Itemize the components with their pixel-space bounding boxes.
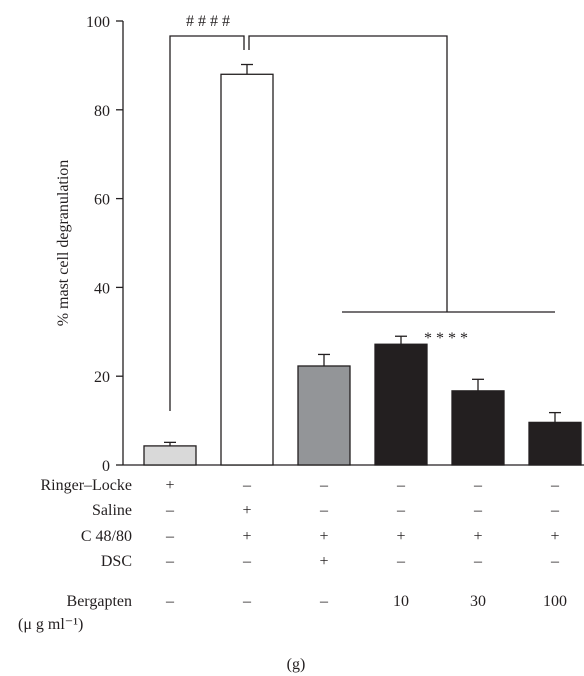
significance-hash-annotation: # # # # [186,13,230,30]
significance-star-annotation: * * * * [424,330,468,347]
error-bars [164,63,561,446]
axes: 0 20 40 60 80 100 [86,14,584,475]
treatment-cell: – [396,502,406,519]
treatment-cell: – [550,553,560,570]
treatment-cell: – [165,528,175,545]
treatment-cell: – [165,593,175,610]
bars [143,73,582,466]
treatment-cell: 10 [393,593,409,610]
treatment-cell: + [242,528,251,545]
treatment-cell: + [550,528,559,545]
treatment-cell: – [319,593,329,610]
bar [143,445,197,466]
treatment-cell: – [319,502,329,519]
treatment-cell: + [396,528,405,545]
bar [220,73,274,466]
treatment-cell: – [242,477,252,494]
treatment-row-label: Bergapten [67,593,132,610]
treatment-table: Ringer–Locke + – – – – – Saline – + – – – – C 48/80 – + +… [40,477,567,610]
bergapten-unit-label: (μ g ml⁻¹) [18,616,83,633]
treatment-cell: – [242,553,252,570]
bar [374,343,428,466]
treatment-cell: – [550,502,560,519]
panel-label: (g) [287,656,306,673]
y-tick-label: 20 [94,369,110,386]
treatment-cell: + [165,477,174,494]
treatment-cell: – [242,593,252,610]
bracket-hash [169,35,245,411]
y-tick-label: 80 [94,103,110,120]
treatment-cell: – [550,477,560,494]
treatment-cell: – [473,477,483,494]
treatment-cell: 100 [543,593,567,610]
treatment-cell: + [473,528,482,545]
treatment-cell: – [473,502,483,519]
bar [297,365,351,466]
y-tick-label: 0 [102,458,110,475]
bar [451,390,505,466]
treatment-cell: – [165,502,175,519]
treatment-cell: + [319,553,328,570]
y-axis-label: % mast cell degranulation [55,160,72,327]
treatment-cell: – [319,477,329,494]
treatment-cell: – [473,553,483,570]
treatment-cell: 30 [470,593,486,610]
treatment-cell: – [396,477,406,494]
bar [528,421,582,466]
y-tick-label: 60 [94,192,110,209]
treatment-cell: + [242,502,251,519]
treatment-cell: + [319,528,328,545]
treatment-row-label: Saline [92,502,132,519]
treatment-row-label: C 48/80 [81,528,132,545]
significance-brackets [169,35,555,411]
bracket-star-vertical [248,35,448,312]
treatment-row-label: Ringer–Locke [40,477,132,494]
treatment-cell: – [165,553,175,570]
treatment-row-label: DSC [101,553,132,570]
treatment-cell: – [396,553,406,570]
y-tick-label: 40 [94,280,110,297]
y-tick-label: 100 [86,14,110,31]
